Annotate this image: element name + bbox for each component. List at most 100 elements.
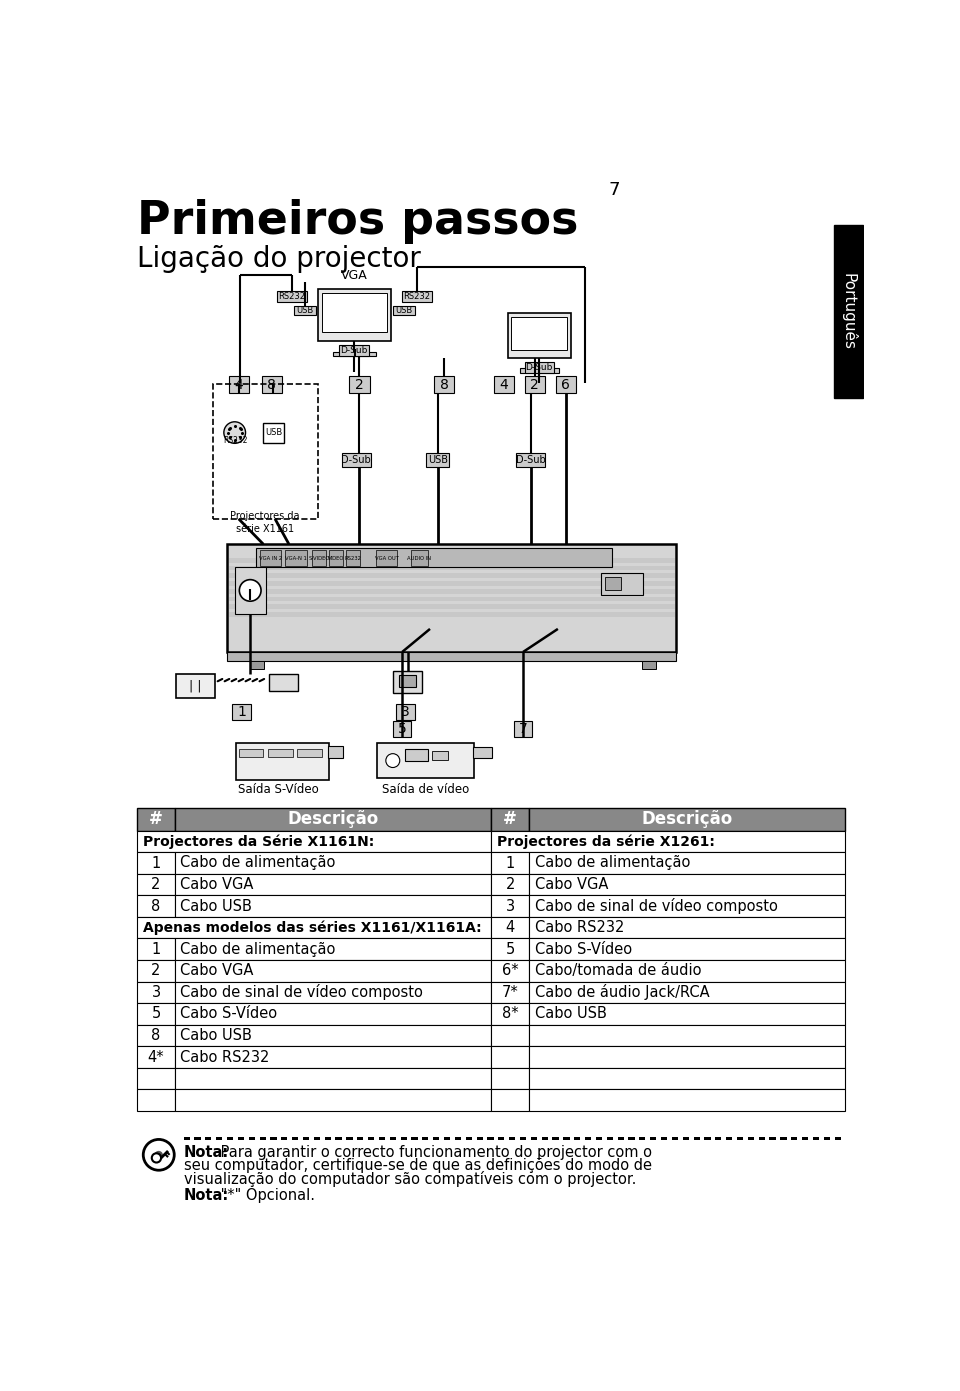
Bar <box>396 704 415 719</box>
Circle shape <box>224 421 246 444</box>
Text: Cabo de alimentação: Cabo de alimentação <box>180 942 336 957</box>
Bar <box>529 1068 846 1089</box>
Bar <box>216 1136 223 1141</box>
Bar <box>249 1136 254 1141</box>
Bar <box>285 549 307 566</box>
Text: Nota:: Nota: <box>183 1188 228 1203</box>
Bar <box>476 1136 483 1141</box>
Bar <box>175 960 492 982</box>
Bar <box>693 1136 700 1141</box>
Bar <box>660 1136 667 1141</box>
Bar <box>390 1136 396 1141</box>
Text: Descrição: Descrição <box>641 810 732 828</box>
Bar <box>791 1136 798 1141</box>
Bar <box>137 896 175 917</box>
Bar <box>255 548 612 568</box>
Bar <box>175 896 492 917</box>
Bar <box>641 661 656 669</box>
Bar <box>228 612 675 616</box>
Bar <box>318 288 392 341</box>
Bar <box>813 1136 819 1141</box>
Bar <box>556 377 576 394</box>
Bar <box>411 549 427 566</box>
Bar <box>492 1003 529 1025</box>
Bar <box>234 568 266 613</box>
Bar <box>399 675 416 687</box>
Bar <box>298 748 323 757</box>
Text: Saída de vídeo: Saída de vídeo <box>382 783 469 796</box>
Text: RS232: RS232 <box>345 556 362 562</box>
Bar <box>377 743 474 778</box>
Bar <box>432 751 447 759</box>
Bar <box>333 352 375 356</box>
Bar <box>312 549 326 566</box>
Bar <box>375 549 397 566</box>
Bar <box>349 377 370 394</box>
Bar <box>232 704 251 719</box>
Bar <box>488 1136 493 1141</box>
Bar <box>259 1136 266 1141</box>
Text: 2: 2 <box>506 878 515 892</box>
Text: Cabo RS232: Cabo RS232 <box>535 921 624 935</box>
Text: VGA IN 2: VGA IN 2 <box>259 556 282 562</box>
Bar <box>268 748 293 757</box>
Bar <box>175 1003 492 1025</box>
Bar <box>444 1136 450 1141</box>
Text: Cabo VGA: Cabo VGA <box>535 878 608 892</box>
Bar <box>512 317 567 351</box>
Bar <box>426 453 449 467</box>
Bar <box>228 377 249 394</box>
Text: 4: 4 <box>234 378 243 392</box>
Text: | |: | | <box>189 679 202 693</box>
Bar <box>492 874 529 896</box>
Bar <box>137 982 175 1003</box>
Bar <box>342 453 372 467</box>
Text: 8: 8 <box>152 1028 160 1043</box>
Circle shape <box>143 1139 175 1170</box>
Bar <box>227 1136 233 1141</box>
Bar <box>183 1136 190 1141</box>
Bar <box>492 1025 529 1046</box>
Text: 3: 3 <box>401 705 410 719</box>
Text: #: # <box>503 810 517 828</box>
Bar <box>228 573 675 579</box>
Text: #: # <box>149 810 163 828</box>
Text: Saída S-Vídeo: Saída S-Vídeo <box>238 783 320 796</box>
Bar <box>339 345 369 356</box>
Bar <box>228 588 675 594</box>
Bar <box>629 1136 635 1141</box>
Bar <box>228 581 675 586</box>
Circle shape <box>239 580 261 601</box>
Bar <box>433 1136 440 1141</box>
Bar <box>175 939 492 960</box>
Bar <box>596 1136 602 1141</box>
Bar <box>175 1089 492 1111</box>
Bar <box>516 453 545 467</box>
Bar <box>347 549 360 566</box>
Bar <box>508 313 571 357</box>
Text: ⬤: ⬤ <box>154 1150 163 1159</box>
Bar <box>314 1136 320 1141</box>
Text: seu computador, certifique-se de que as definições do modo de: seu computador, certifique-se de que as … <box>183 1157 652 1173</box>
Text: D-Sub: D-Sub <box>516 455 545 466</box>
Bar <box>529 1003 846 1025</box>
Text: 6*: 6* <box>502 964 518 978</box>
Circle shape <box>152 1153 161 1163</box>
Bar <box>715 1136 721 1141</box>
Text: Cabo S-Vídeo: Cabo S-Vídeo <box>535 942 632 957</box>
Text: Cabo VGA: Cabo VGA <box>180 878 253 892</box>
Bar <box>347 1136 352 1141</box>
Text: Apenas modelos das séries X1161/X1161A:: Apenas modelos das séries X1161/X1161A: <box>143 921 482 935</box>
Bar <box>605 577 621 590</box>
Text: D-Sub: D-Sub <box>341 346 368 355</box>
Bar <box>175 874 492 896</box>
Bar <box>251 661 264 669</box>
Bar <box>455 1136 461 1141</box>
Bar <box>705 1136 710 1141</box>
Text: 6: 6 <box>562 378 570 392</box>
Text: 4*: 4* <box>148 1050 164 1064</box>
Text: D-Sub: D-Sub <box>525 363 553 371</box>
Bar <box>227 544 677 652</box>
Bar <box>137 1068 175 1089</box>
Bar <box>175 982 492 1003</box>
